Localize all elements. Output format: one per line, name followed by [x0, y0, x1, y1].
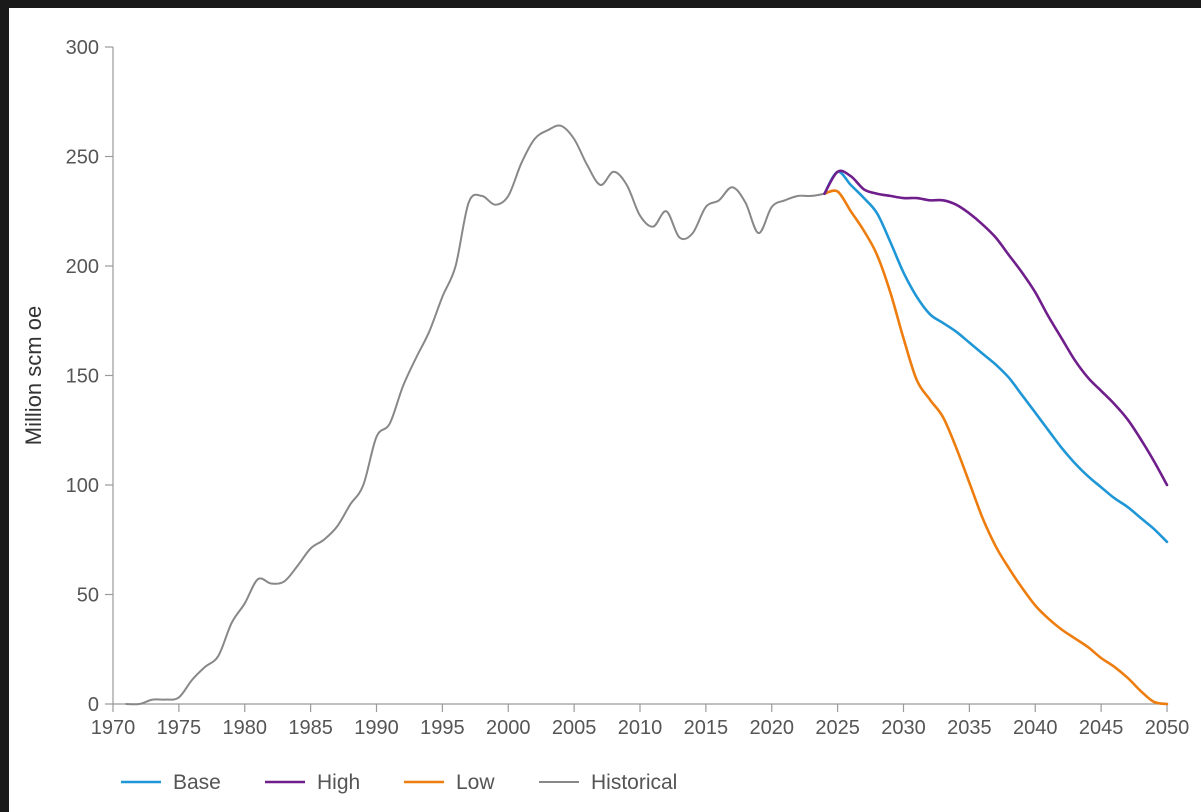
- x-tick-label: 1995: [420, 717, 465, 739]
- legend-label: High: [317, 771, 360, 794]
- x-tick-label: 2015: [684, 717, 729, 739]
- x-tick-label: 2025: [815, 717, 860, 739]
- series-line-historical: [125, 124, 826, 706]
- y-tick-label: 200: [66, 256, 99, 278]
- y-axis: 0 50 100 150 200 250 300: [66, 37, 114, 716]
- x-tick-label: 1985: [288, 717, 333, 739]
- legend-item-high: High: [265, 771, 360, 794]
- legend: Base High Low Historical: [121, 771, 677, 794]
- series-line-low: [823, 189, 1169, 706]
- y-tick-label: 100: [66, 475, 99, 497]
- legend-label: Low: [456, 771, 495, 794]
- x-tick-label: 1990: [354, 717, 399, 739]
- x-tick-label: 2030: [881, 717, 926, 739]
- series-line-base: [823, 170, 1169, 544]
- x-tick-label: 1970: [91, 717, 136, 739]
- x-tick-label: 2005: [552, 717, 597, 739]
- x-tick-label: 1980: [223, 717, 268, 739]
- x-tick-label: 2020: [750, 717, 795, 739]
- y-tick-label: 300: [66, 37, 99, 59]
- legend-label: Historical: [591, 771, 677, 794]
- x-tick-label: 2000: [486, 717, 531, 739]
- y-tick-label: 0: [88, 694, 99, 716]
- x-tick-label: 2045: [1079, 717, 1124, 739]
- y-tick-label: 250: [66, 147, 99, 169]
- x-tick-label: 1975: [157, 717, 202, 739]
- y-axis-title: Million scm oe: [21, 306, 46, 445]
- x-tick-label: 2050: [1145, 717, 1190, 739]
- y-tick-label: 150: [66, 366, 99, 388]
- chart-frame: 0 50 100 150 200 250 300 1970 1975 1980 1985 1990 1…: [9, 8, 1201, 812]
- legend-item-low: Low: [404, 771, 495, 794]
- x-tick-label: 2035: [947, 717, 992, 739]
- x-axis: 1970 1975 1980 1985 1990 1995 2000 2005 2010 2015…: [91, 703, 1190, 739]
- series-lines: [125, 124, 1169, 706]
- x-tick-label: 2010: [618, 717, 663, 739]
- legend-label: Base: [173, 771, 221, 794]
- legend-item-historical: Historical: [539, 771, 677, 794]
- x-tick-label: 2040: [1013, 717, 1058, 739]
- y-tick-label: 50: [77, 585, 99, 607]
- series-line-high: [823, 169, 1169, 487]
- legend-item-base: Base: [121, 771, 221, 794]
